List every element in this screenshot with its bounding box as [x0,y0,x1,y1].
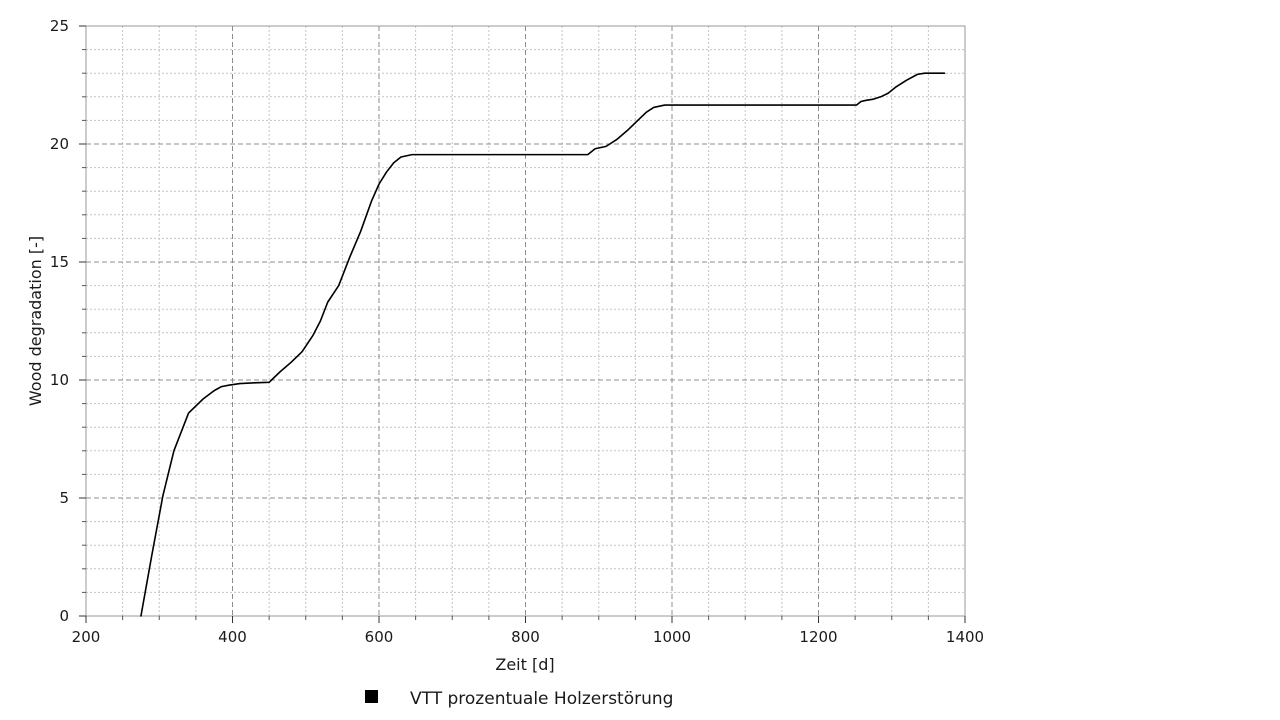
y-tick-label: 15 [50,253,69,271]
series-layer [140,72,946,617]
axis-ticks [79,25,966,623]
major-grid [86,26,965,616]
y-axis-label: Wood degradation [-] [26,236,45,406]
legend-swatch [365,690,378,703]
legend-label: VTT prozentuale Holzerstörung [410,689,673,709]
y-tick-label: 5 [59,489,69,507]
y-tick-label: 10 [50,371,69,389]
x-tick-label: 1400 [946,628,984,646]
x-axis-label: Zeit [d] [495,655,554,674]
x-tick-label: 200 [72,628,101,646]
legend: VTT prozentuale Holzerstörung [365,689,673,709]
y-tick-label: 0 [59,607,69,625]
x-tick-labels: 200 400 600 800 1000 1200 1400 [72,628,984,646]
x-tick-label: 1200 [799,628,837,646]
y-tick-label: 25 [50,17,69,35]
x-tick-label: 1000 [653,628,691,646]
x-tick-label: 600 [365,628,394,646]
x-tick-label: 400 [218,628,247,646]
y-tick-label: 20 [50,135,69,153]
x-tick-label: 800 [511,628,540,646]
y-tick-labels: 0 5 10 15 20 25 [50,17,69,625]
series-line [140,72,946,617]
